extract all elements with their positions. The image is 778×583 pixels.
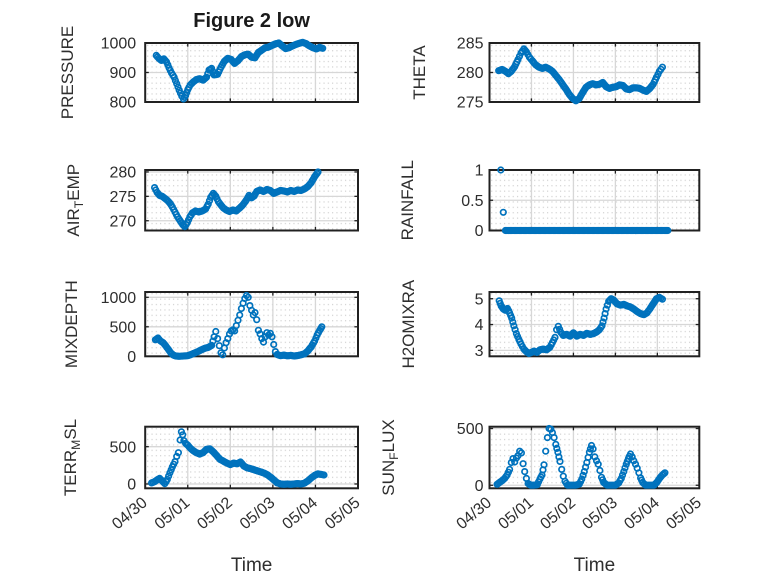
series-air-temp-markers [151,168,322,231]
ytick-label-pressure: 900 [109,65,136,82]
ytick-label-rainfall: 0 [475,223,484,240]
ylabel-h2omixra: H2OMIXRA [399,279,418,368]
series-sun-flux-markers [493,424,669,489]
axes-box-mixdepth [144,291,359,358]
ytick-label-mixdepth: 1000 [101,290,137,307]
xtick-label: 05/03 [237,494,279,533]
ytick-label-sun-flux: 0 [475,478,484,495]
ylabel-rainfall: RAINFALL [398,160,417,240]
ytick-label-pressure: 800 [109,95,136,112]
ytick-label-h2omixra: 3 [475,343,484,360]
subplot-rainfall: 0 0.5 1 RAINFALL [398,160,701,240]
ytick-label-terr-msl: 0 [127,477,136,494]
subplot-pressure: 800 900 1000 PRESSURE [58,26,359,120]
series-pressure-markers [152,38,327,103]
xtick-label: 05/02 [194,494,236,533]
ytick-label-rainfall: 1 [475,163,484,180]
figure-title: Figure 2 low [193,10,310,32]
series-terr-msl-markers [148,428,328,488]
subplot-theta: 275 280 285 THETA [410,36,701,112]
ylabel-terr-msl: TERRMSL [61,419,83,496]
subplot-h2omixra: 3 4 5 H2OMIXRA [399,279,701,369]
ylabel-theta: THETA [410,45,429,100]
ytick-label-h2omixra: 5 [475,291,484,308]
xtick-label: 05/01 [152,494,194,533]
axes-box-air-temp [144,169,359,232]
series-h2omixra-markers [495,293,667,358]
xtick-label: 04/30 [453,494,495,533]
xtick-label: 04/30 [109,494,151,533]
axes-box-sun-flux [488,425,701,490]
ytick-label-air-temp: 275 [109,189,136,206]
ytick-label-air-temp: 270 [109,213,136,230]
subplot-terr-msl: 0 500 TERRMSL 04/30 05/01 05/02 05/03 05/04 05/0… [61,419,364,576]
xtick-label: 05/01 [495,494,537,533]
ytick-label-sun-flux: 500 [457,421,484,438]
series-theta-markers [495,45,667,105]
ytick-label-mixdepth: 0 [127,349,136,366]
ylabel-mixdepth: MIXDEPTH [62,280,81,368]
ylabel-air-temp: AIRTEMP [64,164,86,237]
xlabel-time-col1: Time [574,555,616,576]
axes-box-h2omixra [488,291,701,358]
minor-grid-mixdepth [145,292,358,357]
series-mixdepth-markers [151,291,326,360]
xtick-label: 05/05 [663,494,705,533]
ytick-label-theta: 280 [457,65,484,82]
ytick-label-theta: 285 [457,36,484,53]
ytick-label-theta: 275 [457,95,484,112]
subplot-air-temp: 270 275 280 AIRTEMP [64,164,359,237]
xtick-label: 05/05 [322,494,364,533]
ytick-label-mixdepth: 500 [109,319,136,336]
xlabel-time-col0: Time [231,555,273,576]
xtick-label: 05/02 [537,494,579,533]
ytick-label-air-temp: 280 [109,165,136,182]
axes-box-pressure [144,42,359,103]
ylabel-pressure: PRESSURE [58,26,77,120]
xtick-label: 05/04 [279,494,321,533]
subplot-sun-flux: 0 500 SUNFLUX 04/30 05/01 05/02 05/03 05/04 05/0… [379,419,705,576]
xtick-label: 05/03 [579,494,621,533]
minor-grid-terr-msl [145,426,358,489]
ytick-label-rainfall: 0.5 [461,193,483,210]
ytick-label-h2omixra: 4 [475,317,484,334]
axes-box-theta [488,42,701,103]
subplot-mixdepth: 0 500 1000 MIXDEPTH [62,280,359,368]
ylabel-sun-flux: SUNFLUX [379,419,401,495]
ytick-label-terr-msl: 500 [109,439,136,456]
axes-box-terr-msl [144,425,359,490]
xtick-label: 05/04 [621,494,663,533]
ytick-label-pressure: 1000 [101,36,137,53]
series-rainfall-markers [497,166,672,235]
